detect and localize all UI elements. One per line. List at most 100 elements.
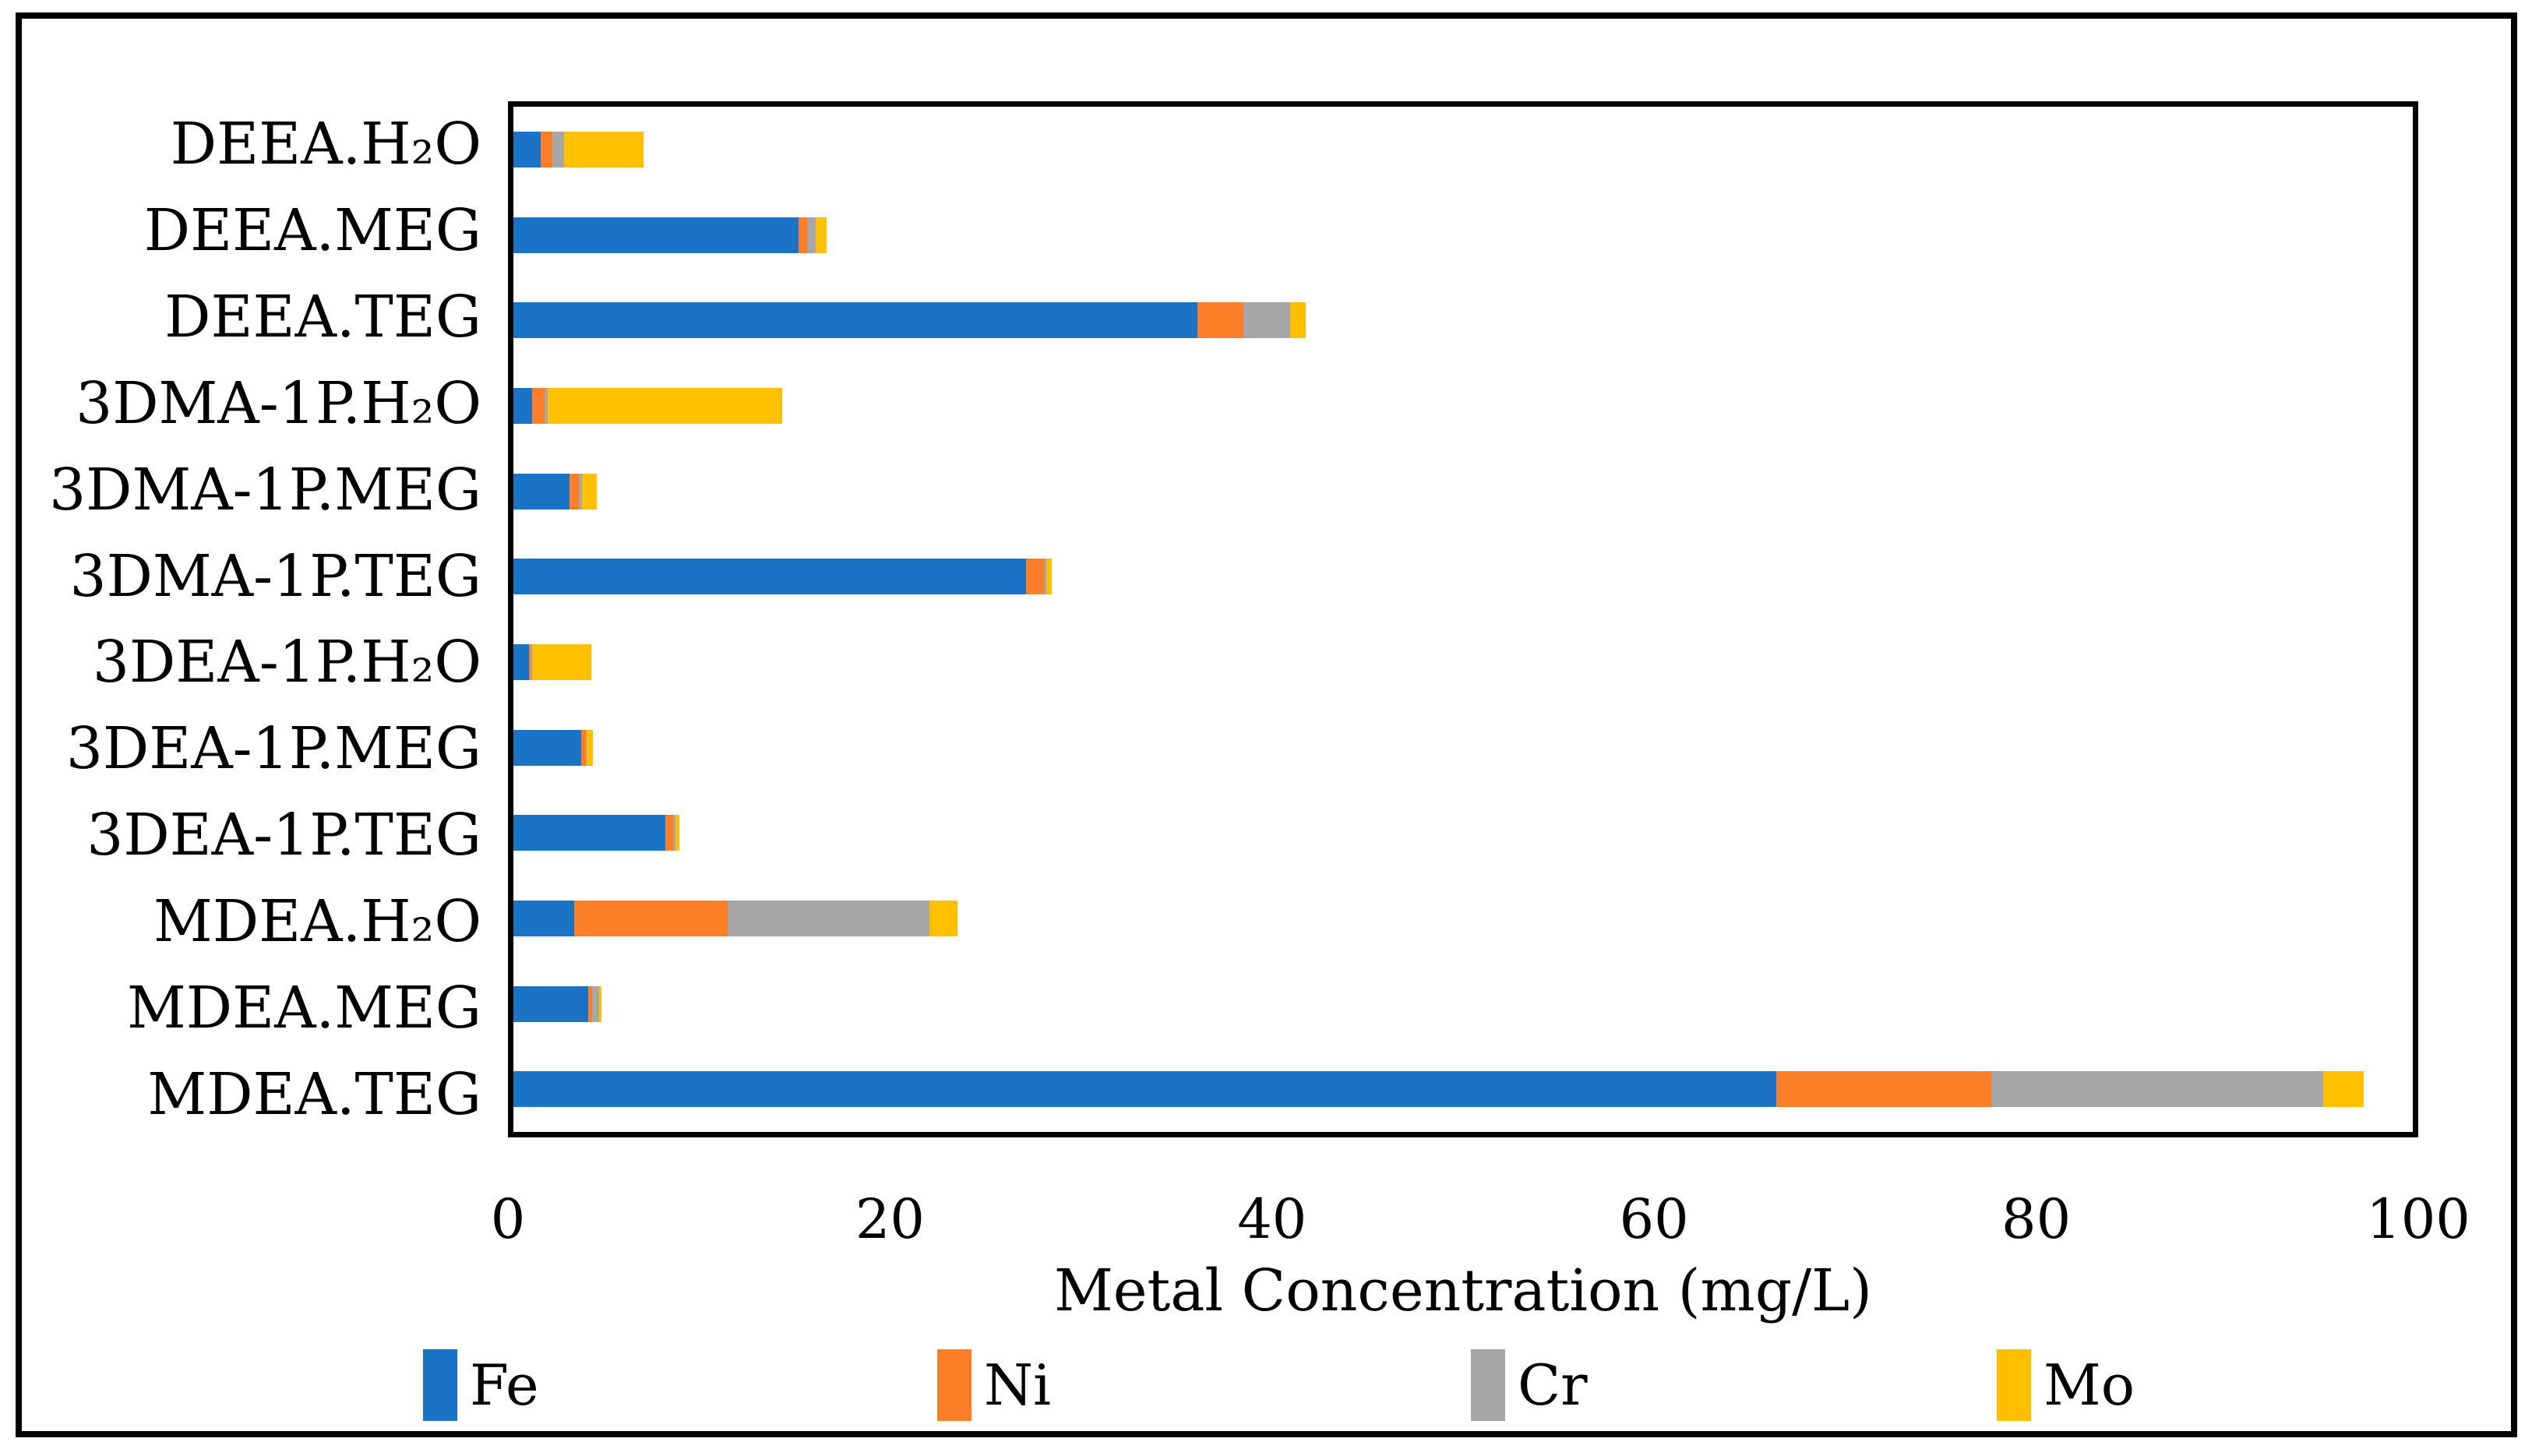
bar-segment-mo — [586, 729, 594, 766]
bar-segment-mo — [598, 985, 602, 1022]
stacked-bar — [513, 1071, 2413, 1108]
bar-segment-mo — [563, 131, 644, 167]
bar-segment-cr — [672, 815, 676, 851]
category-label: 3DEA-1P.TEG — [86, 802, 481, 869]
chart-figure: DEEA.H₂O DEEA.MEG DEEA.TEG 3DMA-1P.H₂O 3DMA-… — [16, 12, 2517, 1437]
legend-label: Ni — [984, 1352, 1052, 1418]
bar-segment-cr — [1991, 1071, 2324, 1108]
bar-segment-fe — [513, 729, 581, 766]
bar-segment-mo — [1290, 302, 1306, 339]
legend-label: Mo — [2044, 1352, 2135, 1418]
category-label: 3DEA-1P.H₂O — [92, 629, 481, 696]
bar-segment-ni — [580, 729, 586, 766]
bar-segment-cr — [579, 473, 582, 509]
plot-area — [508, 101, 2418, 1137]
legend-label: Cr — [1518, 1352, 1588, 1418]
bar-segment-ni — [1197, 302, 1244, 339]
bar-segment-cr — [806, 217, 816, 253]
bar-segment-ni — [1776, 1071, 1991, 1108]
bar-segment-fe — [513, 643, 529, 680]
bar-segment-ni — [569, 473, 580, 509]
bar-segment-mo — [1046, 559, 1053, 595]
bar-segment-cr — [545, 387, 548, 424]
bar-row — [513, 449, 2413, 534]
x-tick-label: 20 — [855, 1187, 925, 1251]
bar-row — [513, 107, 2413, 192]
bar-segment-fe — [513, 302, 1197, 339]
bar-row — [513, 277, 2413, 363]
stacked-bar — [513, 302, 2413, 339]
stacked-bar — [513, 131, 2413, 167]
category-label: DEEA.H₂O — [170, 111, 481, 178]
x-tick-label: 0 — [490, 1187, 526, 1251]
bar-segment-fe — [513, 559, 1027, 595]
stacked-bar — [513, 217, 2413, 253]
bar-row — [513, 363, 2413, 449]
bar-row — [513, 876, 2413, 961]
category-label: DEEA.TEG — [164, 284, 481, 351]
bar-segment-fe — [513, 985, 589, 1022]
bar-segment-mo — [532, 643, 591, 680]
bar-segment-fe — [513, 1071, 1777, 1108]
legend-swatch-ni-icon — [937, 1349, 972, 1421]
x-tick-label: 80 — [2001, 1187, 2072, 1251]
bar-segment-fe — [513, 473, 570, 509]
category-label: 3DMA-1P.MEG — [49, 456, 481, 524]
bar-segment-mo — [547, 387, 782, 424]
x-axis-ticks: 0 20 40 60 80 100 — [491, 1187, 2470, 1257]
bar-segment-ni — [665, 815, 673, 851]
bar-row — [513, 1046, 2413, 1132]
bar-segment-cr — [552, 131, 564, 167]
bar-segment-cr — [585, 729, 587, 766]
legend-item-cr: Cr — [1471, 1349, 1588, 1421]
category-label: 3DMA-1P.TEG — [69, 542, 481, 610]
stacked-bar — [513, 559, 2413, 595]
bar-segment-fe — [513, 217, 799, 253]
bar-segment-ni — [1026, 559, 1045, 595]
bar-segment-fe — [513, 387, 533, 424]
legend-swatch-mo-icon — [1997, 1349, 2031, 1421]
bar-segment-cr — [1044, 559, 1046, 595]
bar-segment-ni — [528, 643, 531, 680]
legend-item-ni: Ni — [937, 1349, 1051, 1421]
stacked-bar — [513, 473, 2413, 509]
bar-segment-fe — [513, 131, 541, 167]
x-axis-title: Metal Concentration (mg/L) — [1053, 1257, 1873, 1324]
category-label: 3DEA-1P.MEG — [65, 715, 481, 783]
legend: Fe Ni Cr Mo — [22, 1349, 2511, 1435]
legend-item-mo: Mo — [1997, 1349, 2135, 1421]
bars — [513, 107, 2413, 1132]
x-tick-label: 100 — [2366, 1187, 2470, 1251]
bar-row — [513, 790, 2413, 876]
bar-segment-fe — [513, 900, 575, 936]
legend-swatch-cr-icon — [1471, 1349, 1505, 1421]
bar-segment-ni — [541, 131, 552, 167]
x-tick-label: 60 — [1619, 1187, 1689, 1251]
bar-row — [513, 534, 2413, 619]
bar-segment-ni — [798, 217, 807, 253]
bar-segment-mo — [815, 217, 827, 253]
category-axis: DEEA.H₂O DEEA.MEG DEEA.TEG 3DMA-1P.H₂O 3DMA-… — [28, 101, 495, 1137]
legend-item-fe: Fe — [423, 1349, 539, 1421]
bar-segment-mo — [675, 815, 680, 851]
category-label: MDEA.TEG — [147, 1060, 481, 1128]
stacked-bar — [513, 729, 2413, 766]
stacked-bar — [513, 815, 2413, 851]
bar-segment-mo — [2323, 1071, 2364, 1108]
bar-row — [513, 619, 2413, 705]
bar-segment-cr — [1243, 302, 1291, 339]
bar-row — [513, 705, 2413, 791]
bar-row — [513, 961, 2413, 1047]
x-tick-label: 40 — [1237, 1187, 1307, 1251]
bar-segment-mo — [929, 900, 958, 936]
category-label: DEEA.MEG — [143, 197, 481, 265]
stacked-bar — [513, 900, 2413, 936]
bar-segment-cr — [728, 900, 929, 936]
bar-segment-ni — [574, 900, 728, 936]
legend-label: Fe — [470, 1352, 539, 1418]
category-label: MDEA.H₂O — [153, 887, 481, 955]
stacked-bar — [513, 985, 2413, 1022]
bar-segment-ni — [532, 387, 545, 424]
bar-segment-fe — [513, 815, 666, 851]
bar-segment-ni — [588, 985, 593, 1022]
